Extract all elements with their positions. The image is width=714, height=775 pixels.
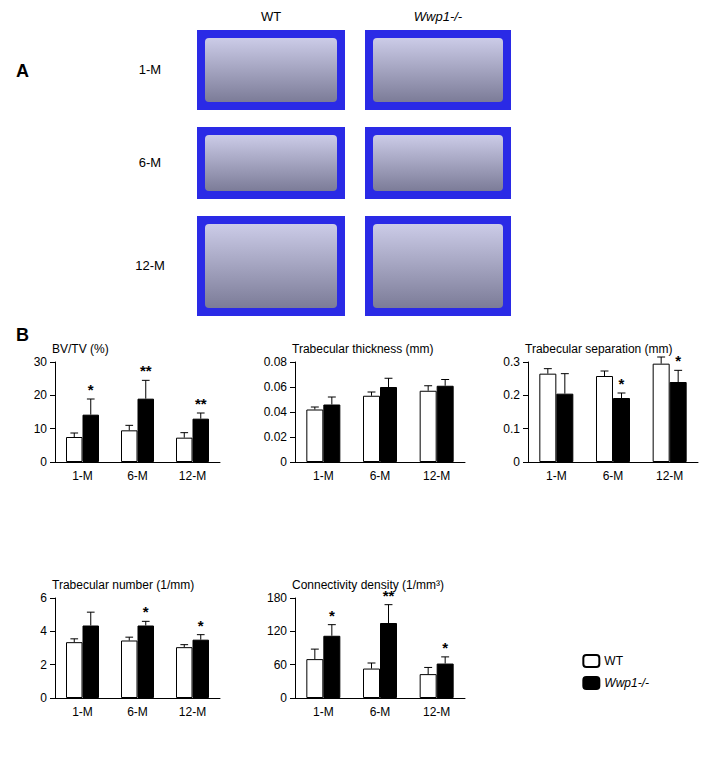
svg-text:0: 0 — [40, 455, 47, 469]
svg-text:12-M: 12-M — [179, 469, 206, 483]
svg-text:*: * — [442, 639, 448, 656]
svg-text:1-M: 1-M — [313, 705, 334, 719]
svg-text:*: * — [143, 603, 149, 620]
svg-text:**: ** — [195, 395, 207, 412]
svg-text:2: 2 — [40, 658, 47, 672]
svg-text:0.2: 0.2 — [503, 388, 520, 402]
svg-text:1-M: 1-M — [72, 469, 93, 483]
svg-text:6-M: 6-M — [127, 469, 148, 483]
svg-text:*: * — [198, 617, 204, 634]
svg-text:A: A — [16, 61, 29, 81]
svg-text:0.08: 0.08 — [264, 355, 288, 369]
svg-text:B: B — [16, 325, 29, 345]
svg-text:Connectivity density (1/mm³): Connectivity density (1/mm³) — [292, 578, 444, 592]
svg-text:12-M: 12-M — [179, 705, 206, 719]
svg-text:Trabecular separation (mm): Trabecular separation (mm) — [525, 342, 673, 356]
svg-text:0: 0 — [513, 455, 520, 469]
svg-text:*: * — [619, 375, 625, 392]
svg-text:*: * — [329, 607, 335, 624]
svg-text:1-M: 1-M — [139, 62, 161, 77]
svg-text:12-M: 12-M — [656, 469, 683, 483]
svg-text:1-M: 1-M — [72, 705, 93, 719]
svg-text:*: * — [675, 352, 681, 369]
svg-text:4: 4 — [40, 624, 47, 638]
svg-text:Trabecular number (1/mm): Trabecular number (1/mm) — [52, 578, 194, 592]
svg-text:WT: WT — [261, 9, 281, 24]
svg-text:6-M: 6-M — [127, 705, 148, 719]
svg-text:120: 120 — [267, 624, 287, 638]
svg-text:10: 10 — [34, 422, 48, 436]
svg-text:0: 0 — [280, 691, 287, 705]
svg-text:Trabecular thickness (mm): Trabecular thickness (mm) — [292, 342, 434, 356]
svg-text:1-M: 1-M — [546, 469, 567, 483]
svg-text:*: * — [88, 381, 94, 398]
svg-text:6-M: 6-M — [370, 469, 391, 483]
svg-text:60: 60 — [274, 658, 288, 672]
svg-text:BV/TV (%): BV/TV (%) — [52, 342, 109, 356]
svg-text:0.02: 0.02 — [264, 430, 288, 444]
svg-text:Wwp1-/-: Wwp1-/- — [414, 9, 463, 24]
svg-text:12-M: 12-M — [423, 705, 450, 719]
svg-text:1-M: 1-M — [313, 469, 334, 483]
svg-text:0.1: 0.1 — [503, 422, 520, 436]
svg-text:Wwp1-/-: Wwp1-/- — [604, 676, 649, 690]
svg-text:0.04: 0.04 — [264, 405, 288, 419]
svg-text:20: 20 — [34, 388, 48, 402]
svg-text:WT: WT — [604, 654, 623, 668]
svg-text:0.06: 0.06 — [264, 380, 288, 394]
svg-text:12-M: 12-M — [135, 258, 165, 273]
svg-text:6-M: 6-M — [139, 155, 161, 170]
svg-text:6-M: 6-M — [370, 705, 391, 719]
svg-text:0: 0 — [40, 691, 47, 705]
svg-text:12-M: 12-M — [423, 469, 450, 483]
svg-text:**: ** — [140, 362, 152, 379]
svg-text:0.3: 0.3 — [503, 355, 520, 369]
svg-text:30: 30 — [34, 355, 48, 369]
svg-text:6: 6 — [40, 591, 47, 605]
svg-text:6-M: 6-M — [603, 469, 624, 483]
svg-text:180: 180 — [267, 591, 287, 605]
svg-text:0: 0 — [280, 455, 287, 469]
